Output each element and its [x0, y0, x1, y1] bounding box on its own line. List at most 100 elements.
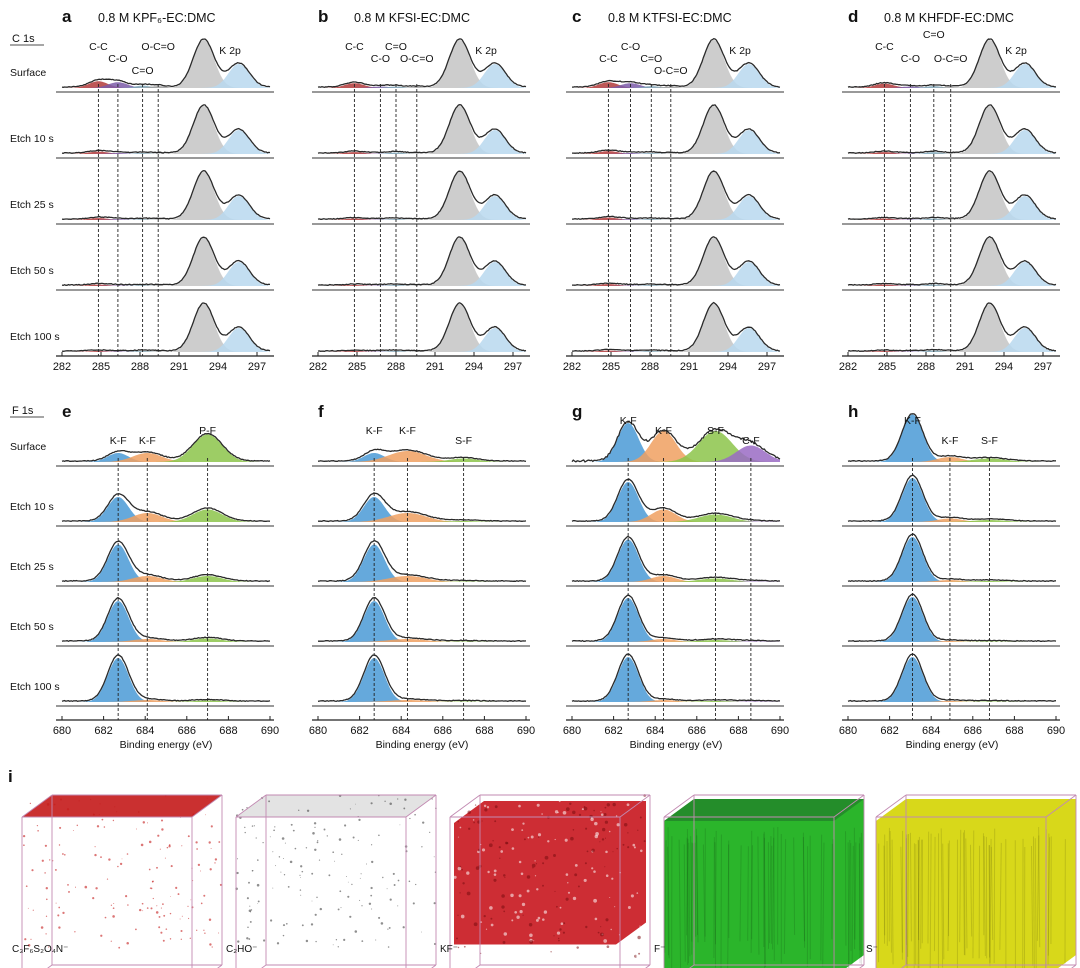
volume-streak — [688, 842, 691, 957]
volume-speckle — [538, 836, 540, 838]
peak-fill-k2p12 — [62, 328, 270, 352]
peak-fill-k2p12 — [572, 196, 780, 220]
volume-streak — [667, 846, 669, 956]
volume-streak — [820, 834, 823, 961]
peak-fill-c-o — [62, 82, 270, 88]
peak-label: K-F — [904, 415, 921, 427]
volume-speckle — [514, 910, 518, 914]
panel-letter-g: g — [572, 402, 582, 421]
volume-dot — [285, 922, 288, 925]
volume-dot — [68, 890, 70, 893]
volume-streak — [929, 833, 932, 968]
peak-fill-k2p12 — [848, 328, 1056, 352]
volume-speckle — [483, 914, 486, 918]
peak-fill-k2p32 — [572, 106, 780, 154]
volume-dot — [299, 874, 301, 876]
volume-speckle — [521, 902, 526, 907]
volume-dot — [361, 905, 363, 907]
peak-label: K-F — [139, 435, 156, 447]
volume-dot — [387, 928, 389, 930]
peak-fill-k2p12 — [318, 328, 526, 352]
volume-dot — [370, 894, 373, 897]
volume-dot — [389, 802, 392, 805]
peak-fill-c-c — [848, 284, 1056, 286]
volume-streak — [983, 836, 986, 957]
peak-label: C-O — [108, 53, 127, 65]
volume-speckle — [516, 915, 520, 919]
volume-dot — [211, 946, 213, 948]
volume-speckle — [583, 878, 587, 882]
volume-streak — [989, 838, 992, 963]
peak-fill-k-f2 — [848, 641, 1056, 642]
volume-speckle — [518, 860, 522, 864]
envelope-line — [847, 302, 1057, 352]
volume-dot — [300, 877, 302, 878]
peak-fill-k2p12 — [572, 328, 780, 352]
volume-streak — [847, 842, 850, 968]
tick-label: 682 — [604, 725, 622, 737]
volume-dot — [248, 938, 251, 940]
volume-dot — [168, 845, 171, 848]
peak-fill-o-c=o — [62, 219, 270, 220]
volume-speckle — [582, 795, 585, 798]
volume-dot — [181, 915, 183, 917]
volume-dot — [246, 807, 248, 809]
volume-speckle — [635, 949, 637, 951]
volume-streak — [965, 838, 968, 949]
volume-dot — [160, 931, 163, 934]
volume-dot — [48, 946, 50, 948]
peak-fill-k2p12 — [318, 64, 526, 88]
tick-label: 294 — [209, 361, 227, 373]
volume-dot — [332, 851, 335, 854]
envelope-line — [61, 104, 271, 154]
volume-dot — [140, 843, 144, 847]
tick-label: 684 — [392, 725, 410, 737]
peak-fill-s-f — [848, 641, 1056, 642]
volume-speckle — [503, 932, 508, 936]
volume-dot — [318, 859, 321, 861]
peak-fill-p-f — [62, 576, 270, 582]
volume-speckle — [583, 806, 588, 811]
peak-fill-k2p32 — [62, 106, 270, 154]
volume-speckle — [457, 914, 459, 916]
section-label-f1s: F 1s — [12, 405, 34, 417]
volume-speckle — [569, 802, 572, 806]
volume-speckle — [603, 939, 608, 943]
volume-dot — [352, 836, 355, 839]
volume-dot — [433, 943, 436, 945]
peak-label: K-F — [366, 425, 383, 437]
volume-speckle — [605, 918, 609, 922]
peak-label: C=O — [923, 29, 945, 41]
volume-dot — [284, 842, 286, 844]
volume-dot — [312, 832, 315, 835]
cube-edge — [619, 794, 651, 818]
volume-dot — [314, 826, 316, 829]
peak-fill-k-f2 — [318, 576, 526, 582]
volume-dot — [248, 909, 252, 913]
peak-label: K-F — [620, 415, 637, 427]
volume-dot — [62, 911, 65, 915]
tick-label: 690 — [1047, 725, 1065, 737]
tof-cube-2: KF⁻ — [440, 794, 651, 968]
volume-speckle — [554, 890, 556, 892]
volume-dot — [344, 824, 347, 827]
tick-label: 688 — [219, 725, 237, 737]
cube-label: C₂HO⁻ — [226, 944, 257, 955]
volume-dot — [114, 806, 116, 808]
volume-speckle — [536, 888, 539, 891]
volume-speckle — [554, 838, 556, 841]
volume-dot — [98, 814, 100, 815]
volume-dot — [375, 939, 377, 941]
volume-speckle — [627, 906, 631, 909]
volume-speckle — [637, 829, 639, 831]
volume-dot — [148, 868, 151, 871]
volume-speckle — [608, 830, 611, 833]
peak-fill-k-f1 — [572, 423, 780, 462]
peak-fill-k-f2 — [572, 700, 780, 702]
volume-speckle — [567, 891, 571, 894]
volume-streak — [683, 844, 686, 962]
peak-fill-k-f2 — [62, 576, 270, 582]
volume-speckle — [559, 906, 562, 909]
volume-speckle — [535, 918, 539, 922]
